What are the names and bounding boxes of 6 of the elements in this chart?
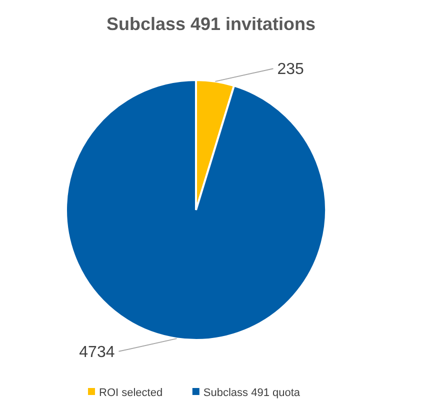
data-label: 4734 [79, 344, 115, 362]
chart-title: Subclass 491 invitations [106, 14, 316, 34]
pie-slice [65, 79, 327, 341]
legend-label: ROI selected [99, 386, 163, 399]
legend-label: Subclass 491 quota [203, 386, 301, 399]
data-label: 235 [277, 61, 304, 78]
